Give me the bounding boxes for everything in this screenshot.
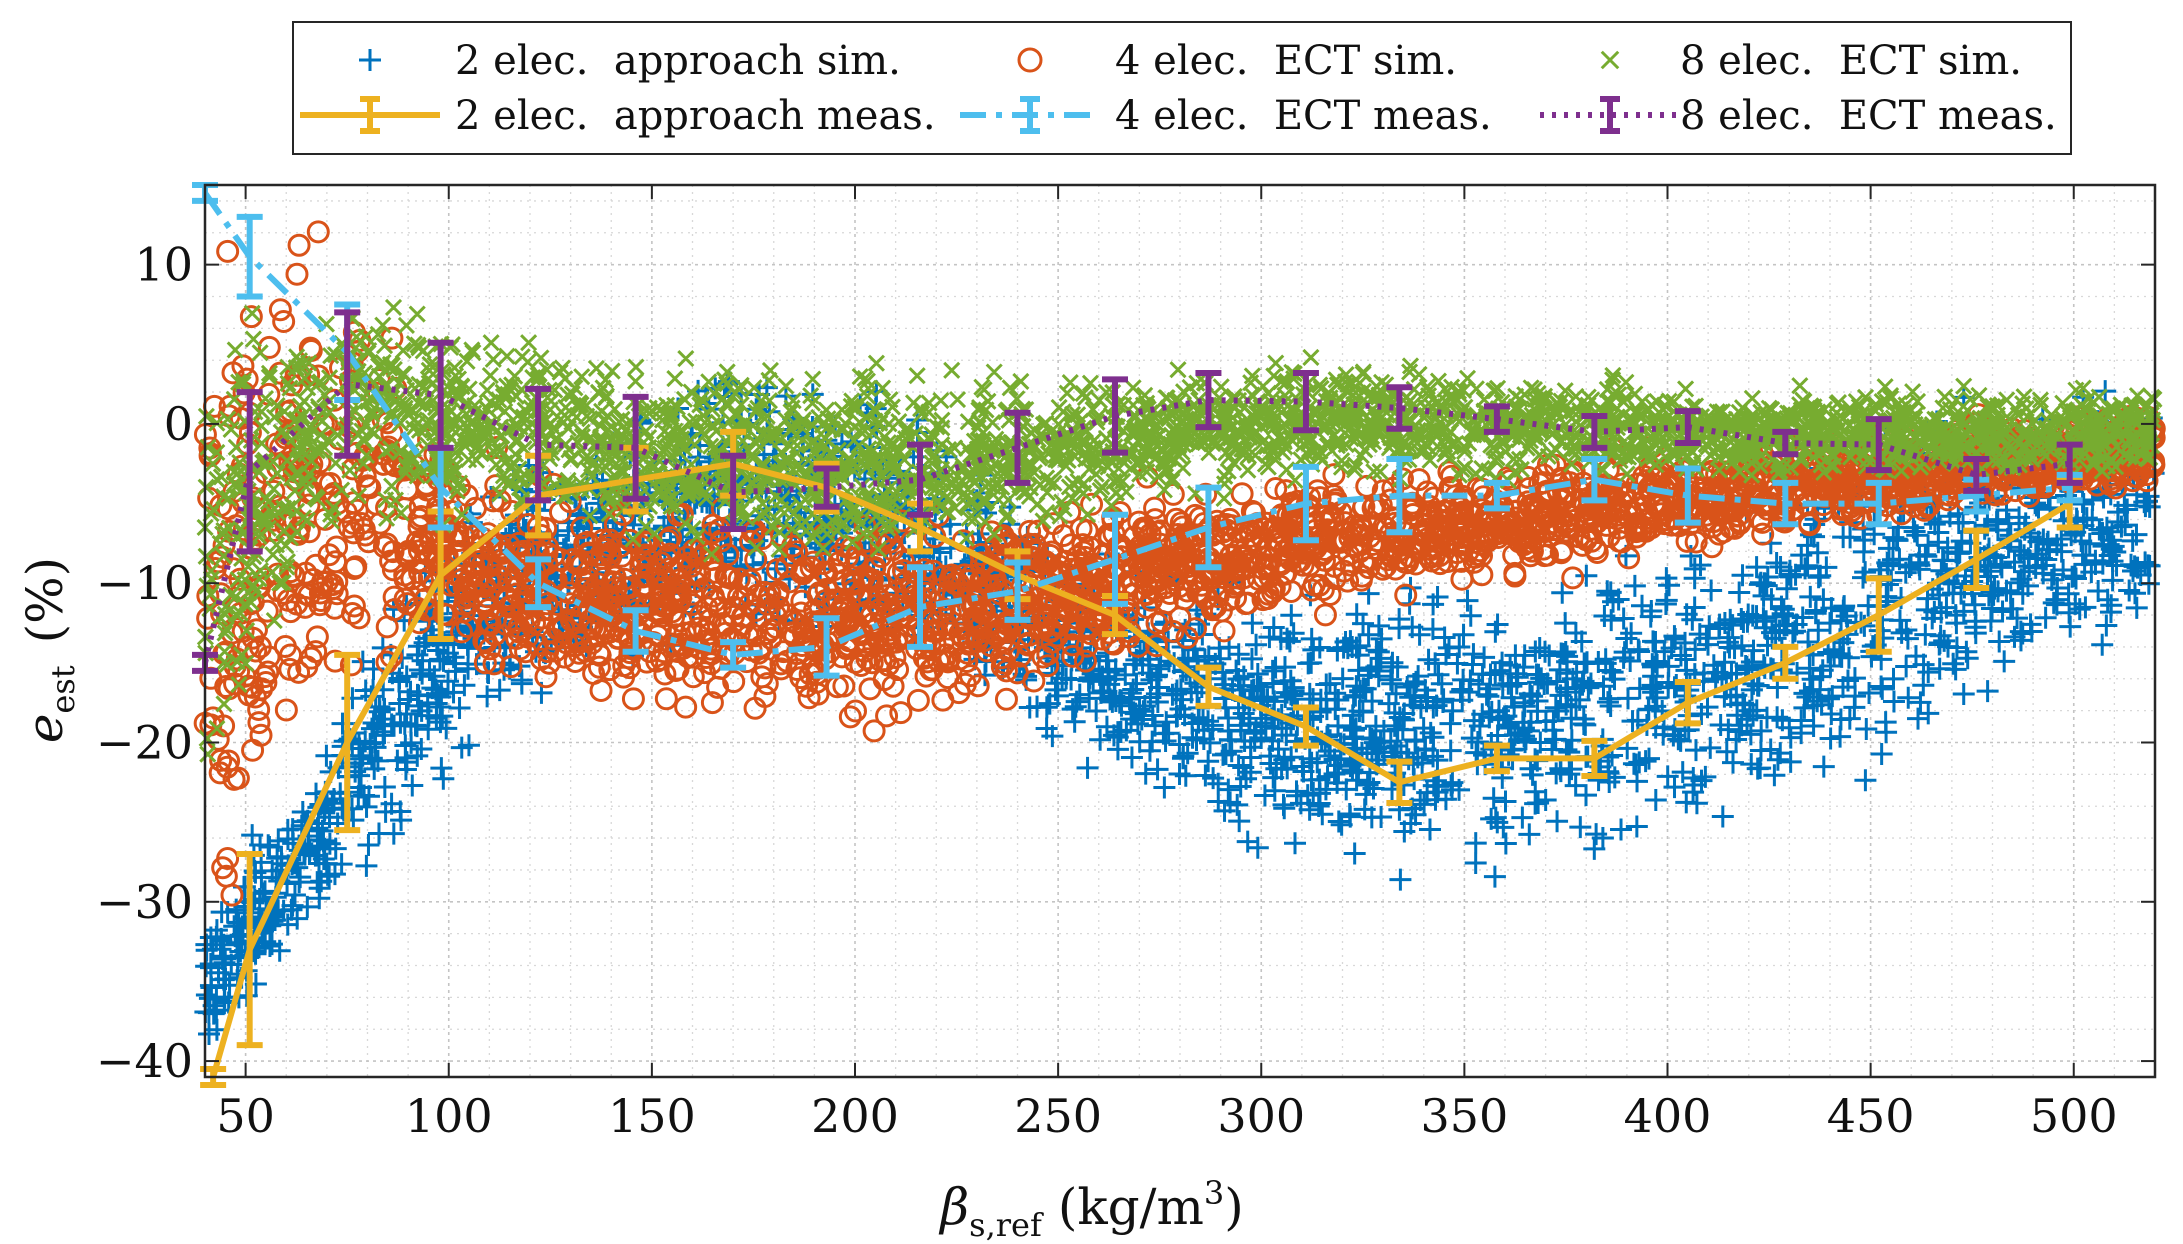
- error-bar: [1772, 428, 1799, 458]
- error-bar: [236, 389, 263, 555]
- legend: 2 elec. approach sim. 4 elec. ECT sim. 8 e…: [292, 21, 2072, 155]
- x-tick-label: 50: [216, 1089, 275, 1143]
- x-axis-label: βs,ref (kg/m3): [938, 1174, 1244, 1244]
- error-bar: [334, 309, 361, 459]
- legend-label: 8 elec. ECT sim.: [1680, 38, 2022, 84]
- legend-label: 2 elec. approach meas.: [455, 93, 936, 139]
- error-bar: [1483, 479, 1510, 512]
- y-tick-label: 0: [164, 397, 193, 451]
- error-bar: [1674, 465, 1701, 526]
- legend-errorbar: [1020, 96, 1040, 134]
- error-bar: [907, 564, 933, 650]
- error-bar: [1004, 409, 1031, 486]
- legend-item-2: 4 elec. ECT sim.: [1017, 38, 1457, 84]
- y-tick-label: −40: [96, 1034, 193, 1088]
- y-axis-label: eest(%): [16, 557, 82, 743]
- error-bar: [1772, 479, 1799, 528]
- x-tick-label: 200: [811, 1089, 899, 1143]
- x-tick-label: 100: [405, 1089, 493, 1143]
- legend-item-6: 8 elec. ECT meas.: [1540, 93, 2057, 139]
- error-bar: [1195, 369, 1222, 431]
- error-bar: [720, 452, 747, 533]
- x-tick-label: 500: [2030, 1089, 2118, 1143]
- legend-label: 4 elec. ECT meas.: [1115, 93, 1492, 139]
- scatter-points: [193, 220, 2166, 1046]
- error-bar: [1963, 455, 1990, 494]
- error-bar: [813, 465, 840, 510]
- error-bar: [622, 607, 649, 655]
- legend-label: 4 elec. ECT sim.: [1115, 38, 1457, 84]
- error-bar: [427, 339, 454, 451]
- error-bar: [1483, 742, 1510, 775]
- error-bar: [525, 556, 552, 611]
- error-bar: [236, 851, 263, 1049]
- error-bar: [813, 615, 840, 679]
- legend-marker: [1017, 47, 1043, 73]
- error-bar: [1483, 403, 1510, 435]
- error-bar: [1674, 678, 1701, 727]
- error-bar: [334, 651, 361, 834]
- legend-item-5: 4 elec. ECT meas.: [960, 93, 1492, 139]
- legend-box: [292, 21, 2072, 155]
- y-tick-label: −10: [96, 556, 193, 610]
- plot-frame: [203, 183, 2157, 1079]
- x-tick-label: 450: [1827, 1089, 1915, 1143]
- legend-item-3: 8 elec. ECT sim.: [1600, 38, 2022, 84]
- series-line: [202, 191, 2070, 658]
- error-bar: [1581, 737, 1608, 779]
- legend-item-1: 2 elec. approach sim.: [359, 38, 901, 84]
- error-bar: [1963, 527, 1990, 591]
- error-bar: [1102, 376, 1128, 456]
- error-bar: [1581, 412, 1608, 451]
- error-bar: [1865, 416, 1892, 474]
- error-bar: [1292, 463, 1319, 544]
- legend-marker: [359, 49, 381, 71]
- y-tick-label: 10: [134, 238, 193, 292]
- error-bar: [1386, 455, 1413, 536]
- error-bar: [1581, 455, 1608, 504]
- error-bar: [1865, 479, 1892, 528]
- legend-label: 2 elec. approach sim.: [455, 38, 901, 84]
- x-tick-label: 400: [1624, 1089, 1712, 1143]
- legend-item-4: 2 elec. approach meas.: [300, 93, 936, 139]
- legend-errorbar: [1600, 96, 1620, 134]
- x-tick-label: 250: [1014, 1089, 1102, 1143]
- error-bar: [1674, 408, 1701, 447]
- error-bar: [907, 441, 933, 518]
- x-tick-label: 150: [608, 1089, 696, 1143]
- legend-marker: [1600, 50, 1620, 70]
- x-tick-label: 300: [1217, 1089, 1305, 1143]
- error-bar: [622, 393, 649, 502]
- error-bar: [1292, 369, 1319, 434]
- legend-label: 8 elec. ECT meas.: [1680, 93, 2057, 139]
- error-bar: [1195, 664, 1222, 709]
- error-bar: [236, 213, 263, 300]
- series-1: [200, 428, 2083, 1088]
- error-bar: [1195, 484, 1222, 571]
- error-bar: [1386, 758, 1413, 807]
- error-bar: [2056, 441, 2083, 486]
- measurement-series: [192, 182, 2083, 1088]
- error-bar: [1772, 643, 1799, 682]
- y-tick-label: −20: [96, 716, 193, 770]
- error-bar: [1865, 575, 1892, 655]
- error-bar: [1386, 384, 1413, 432]
- legend-errorbar: [360, 96, 380, 134]
- y-tick-label: −30: [96, 875, 193, 929]
- error-bar: [1102, 511, 1128, 607]
- x-tick-label: 350: [1420, 1089, 1508, 1143]
- error-bar: [1292, 704, 1319, 749]
- axis-ticks: 50 100 150 200 250 300 350 400 450 500100−10−20−3…: [96, 185, 2155, 1143]
- error-bar: [525, 385, 552, 504]
- error-bar: [1004, 559, 1031, 623]
- error-bar: [720, 639, 747, 671]
- series-3: [192, 309, 2083, 674]
